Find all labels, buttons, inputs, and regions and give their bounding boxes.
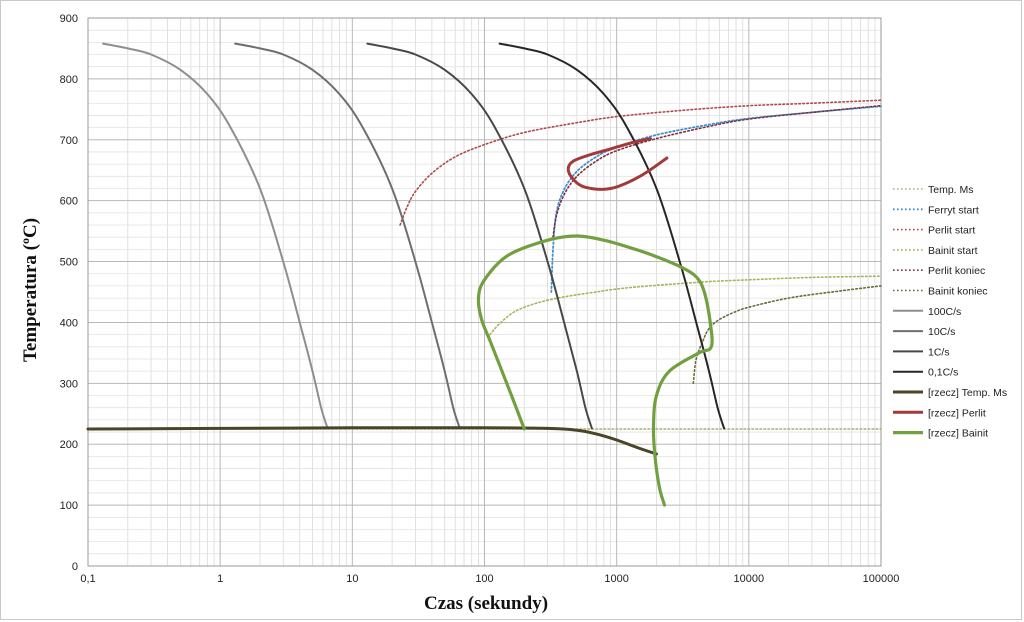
y-tick-label: 300 [60, 378, 78, 390]
x-tick-label: 100 [475, 573, 493, 585]
legend-label-0-1c-s: 0,1C/s [928, 367, 958, 379]
legend-label-rzecz-perlit: [rzecz] Perlit [928, 407, 986, 419]
x-tick-label: 1 [217, 573, 223, 585]
y-axis-title: Temperatura (oC) [18, 218, 41, 362]
legend-label-10c-s: 10C/s [928, 326, 955, 338]
y-axis-title-end: C) [20, 218, 41, 238]
y-axis-title-sup: o [18, 238, 32, 244]
x-axis-title: Czas (sekundy) [424, 593, 548, 614]
x-tick-label: 10000 [734, 573, 765, 585]
legend-label-ferryt-start: Ferryt start [928, 204, 979, 216]
grid [87, 17, 882, 567]
y-axis-title-main: Temperatura ( [20, 244, 41, 362]
y-tick-label: 400 [60, 317, 78, 329]
series-line-perlit-start [399, 99, 882, 226]
tick-labels: 0,1 1 10 100 1000 10000 100000 0 100 200 300 400 500… [60, 13, 900, 585]
series-line-bainit-start [489, 275, 882, 336]
series-line-rzecz-perlit [566, 137, 669, 191]
series-line-100c-s [102, 42, 329, 430]
x-tick-label: 1000 [604, 573, 628, 585]
legend-label-bainit-start: Bainit start [928, 245, 978, 257]
axes [87, 17, 882, 567]
y-tick-label: 100 [60, 500, 78, 512]
y-tick-label: 900 [60, 13, 78, 25]
series-line-rzecz-bainit [476, 234, 714, 507]
series-line-1c-s [366, 42, 593, 430]
series-layer [86, 42, 882, 507]
x-tick-label: 100000 [863, 573, 900, 585]
y-tick-label: 0 [72, 561, 78, 573]
y-tick-label: 800 [60, 74, 78, 86]
legend-label-rzecz-temp-ms: [rzecz] Temp. Ms [928, 387, 1007, 399]
legend: Temp. Ms Ferryt start Perlit start Bainit s… [893, 184, 1007, 440]
legend-label-temp-ms: Temp. Ms [928, 184, 974, 196]
x-tick-label: 0,1 [80, 573, 95, 585]
x-tick-label: 10 [346, 573, 358, 585]
y-tick-label: 700 [60, 135, 78, 147]
y-tick-label: 600 [60, 196, 78, 208]
plot-area-border [87, 17, 882, 567]
series-line-bainit-koniec [692, 285, 882, 385]
series-line-0-1c-s [498, 42, 726, 430]
legend-label-1c-s: 1C/s [928, 346, 950, 358]
series-line-ferryt-start [550, 105, 882, 293]
series-line-perlit-koniec [552, 104, 882, 238]
y-tick-label: 200 [60, 439, 78, 451]
series-line-10c-s [234, 42, 461, 430]
y-tick-label: 500 [60, 257, 78, 269]
legend-label-bainit-koniec: Bainit koniec [928, 286, 988, 298]
legend-label-perlit-koniec: Perlit koniec [928, 265, 985, 277]
series-line-rzecz-temp-ms [86, 426, 658, 456]
legend-label-rzecz-bainit: [rzecz] Bainit [928, 428, 988, 440]
legend-label-perlit-start: Perlit start [928, 225, 975, 237]
legend-label-100c-s: 100C/s [928, 306, 961, 318]
